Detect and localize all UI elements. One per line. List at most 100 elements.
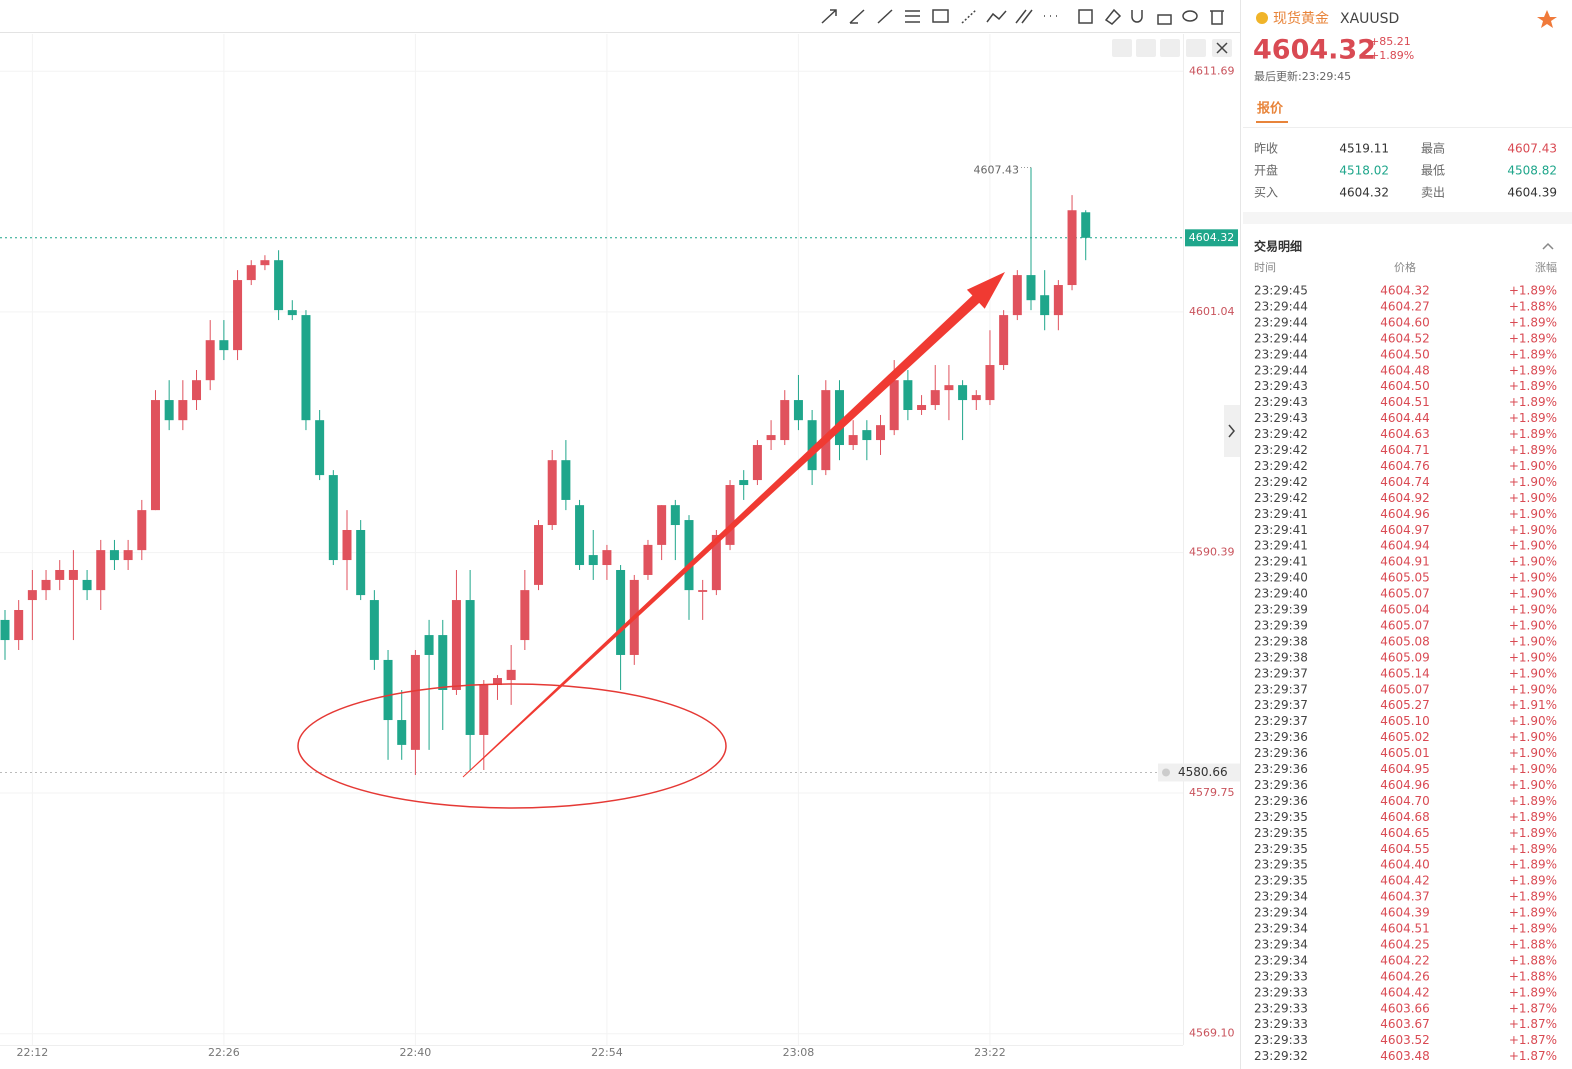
x-tick-label: 22:54 — [591, 1046, 623, 1059]
tool-ray[interactable] — [849, 9, 865, 24]
control-button[interactable] — [1136, 39, 1156, 57]
drawn-ellipse — [297, 683, 727, 809]
tool-fib[interactable] — [905, 10, 920, 23]
tool-delete[interactable] — [1210, 10, 1224, 25]
candle-body — [889, 380, 899, 431]
control-button[interactable] — [1186, 39, 1206, 57]
trade-cell: 23:29:33 — [1254, 1001, 1308, 1015]
update-time: 最后更新:23:29:45 — [1254, 69, 1351, 83]
chart-controls[interactable] — [1112, 39, 1232, 57]
trade-cell: +1.88% — [1509, 969, 1557, 983]
close-icon — [1216, 42, 1228, 54]
drawing-toolbar[interactable] — [821, 8, 1224, 25]
tool-channel[interactable] — [1015, 9, 1033, 24]
trade-cell: +1.90% — [1509, 571, 1557, 585]
candle-body — [41, 579, 51, 591]
trade-cell: +1.89% — [1509, 826, 1557, 840]
candle-body — [383, 659, 393, 721]
trade-cell: 4605.02 — [1380, 730, 1430, 744]
y-tick-label: 4579.75 — [1189, 786, 1235, 799]
control-button[interactable] — [1160, 39, 1180, 57]
quote-tab[interactable]: 报价 — [1257, 102, 1284, 117]
tool-rect[interactable] — [932, 9, 949, 23]
collapse-trades[interactable] — [1542, 242, 1554, 250]
control-button[interactable] — [1112, 39, 1132, 57]
tool-polyline[interactable] — [986, 10, 1007, 23]
trade-cell: 23:29:35 — [1254, 826, 1308, 840]
trade-cell: +1.90% — [1509, 507, 1557, 521]
trade-cell: 4605.07 — [1380, 587, 1430, 601]
trade-cell: +1.90% — [1509, 682, 1557, 696]
favorite-star[interactable] — [1537, 10, 1557, 28]
trades-header: 价格 — [1394, 260, 1416, 274]
candle-body — [178, 400, 188, 421]
candle-body — [164, 400, 174, 421]
trade-cell: 23:29:44 — [1254, 347, 1308, 361]
candle-body — [233, 280, 243, 351]
trade-cell: 23:29:38 — [1254, 634, 1308, 648]
tool-eye[interactable] — [1182, 10, 1198, 22]
instrument-name: 现货黄金 — [1273, 10, 1329, 27]
trade-cell: 23:29:34 — [1254, 890, 1308, 904]
candle-body — [137, 510, 147, 551]
candle-body — [451, 600, 461, 690]
tab-underline — [1256, 121, 1288, 123]
trade-cell: 23:29:33 — [1254, 1017, 1308, 1031]
candle-body — [1026, 275, 1036, 301]
candle-body — [1040, 295, 1050, 316]
candle-body — [807, 420, 817, 471]
candle-body — [492, 678, 502, 686]
candle-body — [315, 420, 325, 476]
stat-label: 开盘 — [1254, 163, 1278, 178]
stat-value: 4604.39 — [1507, 186, 1557, 200]
candle-body — [68, 569, 78, 580]
trade-cell: +1.89% — [1509, 443, 1557, 457]
x-tick-label: 22:40 — [400, 1046, 432, 1059]
trade-cell: 4604.44 — [1380, 411, 1430, 425]
trade-cell: 4604.76 — [1380, 459, 1430, 473]
y-tick-label: 4611.69 — [1189, 64, 1235, 77]
candle-body — [834, 390, 844, 446]
tool-magnet[interactable] — [1131, 10, 1143, 23]
tool-arrow[interactable] — [821, 9, 837, 24]
trade-cell: 23:29:44 — [1254, 315, 1308, 329]
trade-cell: 23:29:41 — [1254, 539, 1308, 553]
trade-cell: +1.89% — [1509, 315, 1557, 329]
candle-body — [616, 569, 626, 655]
stat-value: 4518.02 — [1339, 164, 1389, 178]
candle-body — [602, 550, 612, 566]
candle-body — [643, 544, 653, 575]
tool-note[interactable] — [1078, 9, 1093, 24]
candle-body — [506, 669, 516, 681]
candle-body — [287, 310, 297, 316]
trade-cell: 23:29:37 — [1254, 682, 1308, 696]
tool-dashed[interactable] — [961, 9, 977, 24]
candle-body — [246, 265, 256, 281]
trade-cell: +1.88% — [1509, 953, 1557, 967]
tool-eraser[interactable] — [1104, 8, 1122, 25]
tool-line[interactable] — [877, 9, 893, 24]
tool-lock[interactable] — [1157, 14, 1172, 25]
candle-body — [123, 550, 133, 561]
gold-icon — [1256, 12, 1268, 24]
trade-cell: 4604.70 — [1380, 794, 1430, 808]
trade-cell: 23:29:34 — [1254, 953, 1308, 967]
collapse-tab[interactable] — [1224, 405, 1240, 457]
trade-cell: 4604.68 — [1380, 810, 1430, 824]
user-drawings — [297, 272, 1005, 809]
trade-cell: 23:29:36 — [1254, 762, 1308, 776]
candle-body — [14, 609, 24, 641]
trade-cell: 4604.37 — [1380, 890, 1430, 904]
alert-bell — [1162, 768, 1170, 777]
trade-cell: +1.89% — [1509, 906, 1557, 920]
trade-cell: +1.89% — [1509, 395, 1557, 409]
trade-cell: +1.89% — [1509, 284, 1557, 298]
trade-cell: 4604.22 — [1380, 953, 1430, 967]
alert-tag — [1158, 763, 1240, 782]
candle-body — [971, 395, 981, 401]
trade-cell: +1.90% — [1509, 491, 1557, 505]
section-gap — [1243, 212, 1572, 224]
trade-cell: +1.89% — [1509, 363, 1557, 377]
